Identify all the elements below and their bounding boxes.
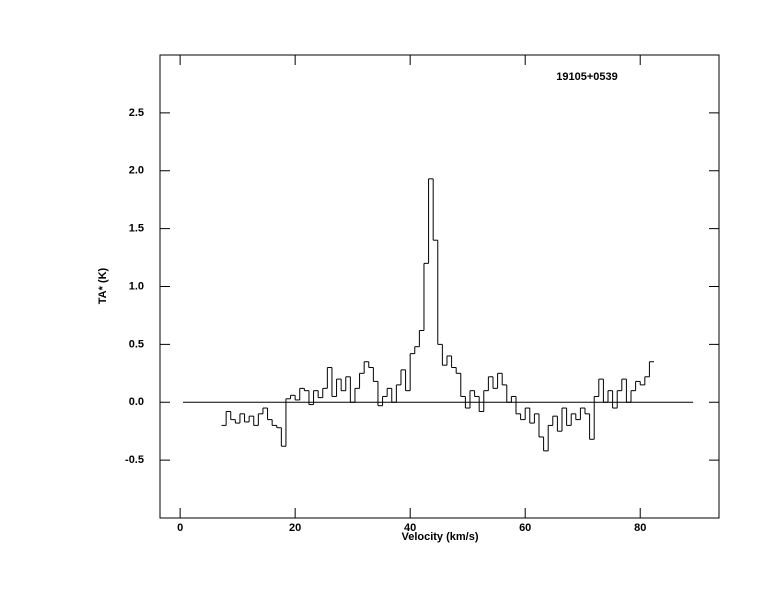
x-tick-label: 80	[634, 522, 646, 534]
y-tick-label: 1.0	[129, 280, 144, 292]
plot-frame	[159, 54, 720, 519]
x-tick-label: 60	[519, 522, 531, 534]
y-tick-label: -0.5	[125, 454, 144, 466]
y-tick-label: 0.0	[129, 396, 144, 408]
annotation: 19105+0539	[556, 71, 617, 83]
y-tick-label: 2.0	[129, 165, 144, 177]
y-tick-label: 0.5	[129, 338, 144, 350]
y-axis-label: TA* (K)	[97, 267, 109, 304]
y-tick-label: 2.5	[129, 107, 144, 119]
x-tick-label: 0	[177, 522, 183, 534]
x-tick-label: 20	[289, 522, 301, 534]
x-axis-label: Velocity (km/s)	[401, 531, 478, 543]
x-tick-label: 40	[404, 522, 416, 534]
y-tick-label: 1.5	[129, 223, 144, 235]
